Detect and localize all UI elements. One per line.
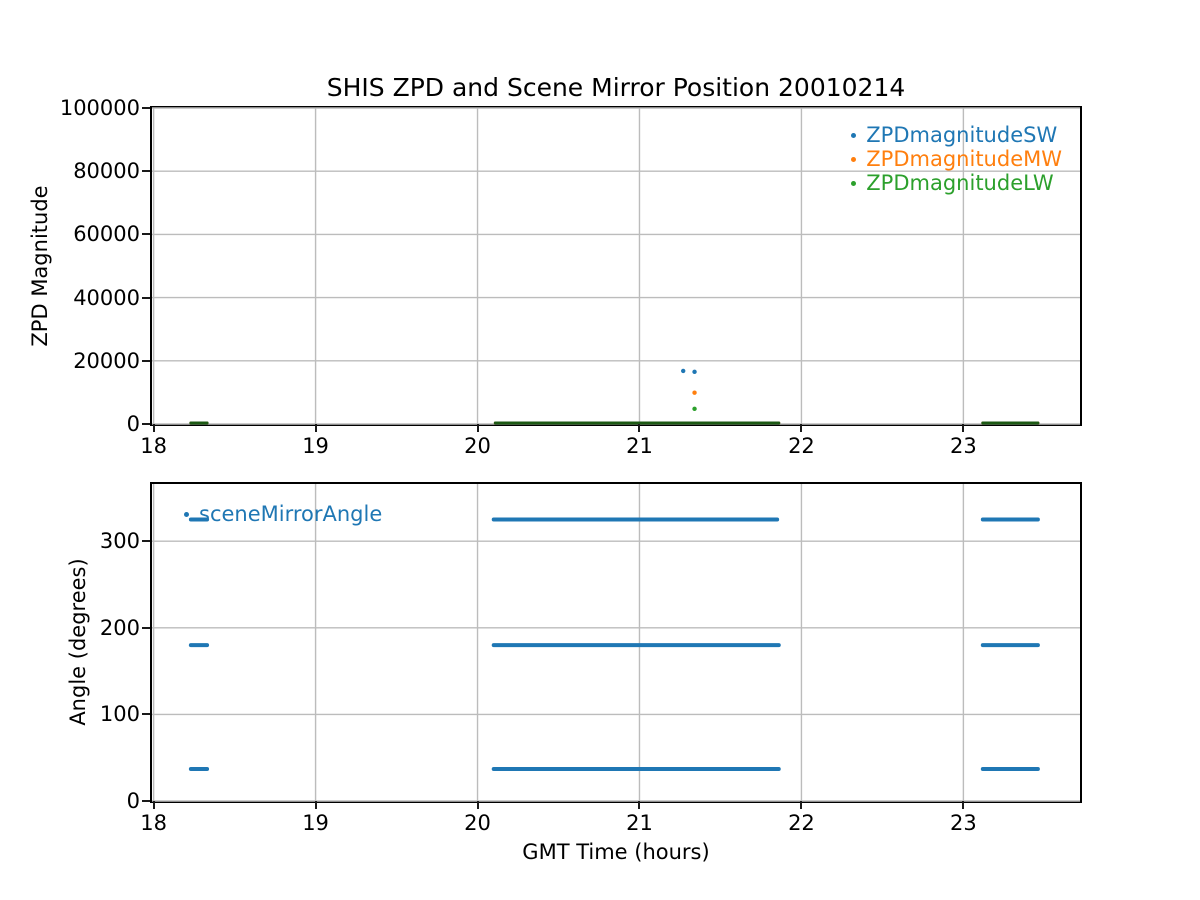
- zpd-magnitude-axes: ZPDmagnitudeSW ZPDmagnitudeMW ZPDmagnitu…: [60, 96, 1082, 458]
- y-tick-label: 200: [99, 615, 140, 640]
- y-tick: [142, 170, 150, 173]
- x-tick-label: 20: [464, 434, 491, 458]
- sw-marker-icon: [851, 132, 857, 138]
- y-tick-label: 100000: [59, 96, 140, 120]
- x-tick-label: 21: [626, 811, 653, 835]
- x-tick: [476, 801, 479, 809]
- x-tick-label: 23: [950, 811, 977, 835]
- y-tick: [142, 540, 150, 543]
- legend-label-scene-mirror: sceneMirrorAngle: [199, 502, 383, 526]
- y-tick-label: 40000: [73, 285, 140, 310]
- y-tick-label: 20000: [73, 348, 140, 373]
- y-tick-label: 300: [99, 529, 140, 554]
- series-point-ZPDmagnitudeLW: [692, 406, 697, 412]
- zpd-y-axis-label: ZPD Magnitude: [28, 185, 52, 347]
- legend-label-lw: ZPDmagnitudeLW: [866, 171, 1054, 195]
- legend-label-mw: ZPDmagnitudeMW: [866, 147, 1062, 171]
- x-axis-label: GMT Time (hours): [522, 840, 710, 864]
- x-tick-label: 23: [950, 434, 977, 458]
- y-tick: [142, 800, 150, 802]
- x-tick-label: 22: [788, 434, 815, 458]
- x-tick-label: 20: [464, 811, 491, 835]
- y-tick-label: 100: [99, 702, 140, 727]
- y-tick: [142, 233, 150, 236]
- y-tick: [142, 626, 150, 629]
- x-tick-label: 18: [140, 811, 167, 835]
- legend-entry-lw: ZPDmagnitudeLW: [851, 171, 1062, 195]
- x-tick-label: 21: [626, 434, 653, 458]
- x-tick: [800, 801, 803, 809]
- legend-label-sw: ZPDmagnitudeSW: [866, 123, 1058, 147]
- x-tick: [152, 424, 155, 432]
- angle-plot-canvas: [152, 484, 1080, 802]
- mw-marker-icon: [851, 156, 857, 162]
- x-tick: [152, 801, 155, 809]
- x-tick: [314, 801, 317, 809]
- y-tick: [142, 296, 150, 299]
- y-tick: [142, 359, 150, 362]
- y-tick: [142, 713, 150, 716]
- scene-mirror-marker-icon: [184, 511, 189, 517]
- series-point-ZPDmagnitudeSW: [692, 369, 697, 375]
- x-tick: [314, 424, 317, 432]
- x-tick: [638, 801, 641, 809]
- x-tick-label: 19: [302, 434, 329, 458]
- zpd-plot-canvas: [152, 107, 1080, 425]
- x-tick: [962, 424, 965, 432]
- x-tick: [476, 424, 479, 432]
- angle-legend: sceneMirrorAngle: [184, 502, 382, 526]
- y-tick: [142, 107, 150, 109]
- legend-entry-mw: ZPDmagnitudeMW: [851, 147, 1062, 171]
- y-tick-label: 80000: [73, 159, 140, 184]
- x-tick: [962, 801, 965, 809]
- y-tick: [142, 423, 150, 425]
- series-point-ZPDmagnitudeSW: [681, 368, 686, 374]
- figure-title: SHIS ZPD and Scene Mirror Position 20010…: [326, 73, 906, 102]
- legend-entry-scene-mirror: sceneMirrorAngle: [184, 502, 382, 526]
- lw-marker-icon: [851, 180, 857, 186]
- mirror-angle-axes: sceneMirrorAngle 18 19 20 21 22 23 0 100 200 300: [100, 482, 1082, 835]
- zpd-legend: ZPDmagnitudeSW ZPDmagnitudeMW ZPDmagnitu…: [851, 123, 1062, 195]
- x-tick-label: 22: [788, 811, 815, 835]
- x-tick-label: 19: [302, 811, 329, 835]
- x-tick-label: 18: [140, 434, 167, 458]
- legend-entry-sw: ZPDmagnitudeSW: [851, 123, 1062, 147]
- angle-y-axis-label: Angle (degrees): [66, 558, 90, 726]
- y-tick-label: 0: [126, 412, 140, 436]
- y-tick-label: 0: [126, 789, 140, 813]
- x-tick: [800, 424, 803, 432]
- x-tick: [638, 424, 641, 432]
- series-point-ZPDmagnitudeMW: [692, 390, 697, 395]
- y-tick-label: 60000: [73, 222, 140, 247]
